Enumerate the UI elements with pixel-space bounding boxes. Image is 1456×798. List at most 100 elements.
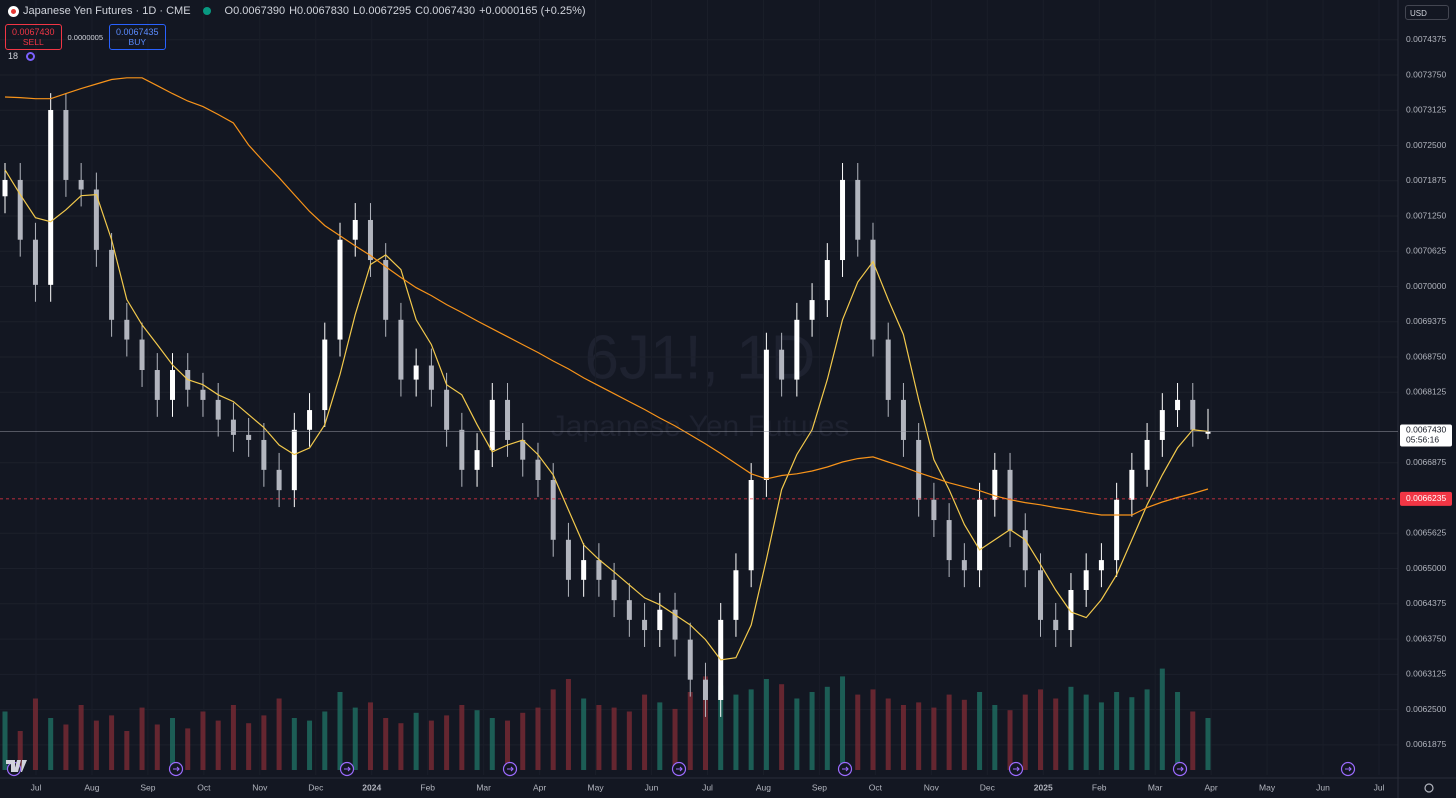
candle-body (961, 560, 967, 571)
sell-price: 0.0067430 (12, 27, 55, 37)
sell-label: SELL (22, 37, 44, 47)
volume-bar (840, 676, 846, 770)
volume-bar (1175, 692, 1181, 770)
volume-bar (367, 702, 373, 770)
x-tick-label: Mar (1148, 782, 1163, 792)
x-tick-label: Apr (533, 782, 546, 792)
volume-bar (307, 720, 313, 770)
x-tick-label: Nov (924, 782, 940, 792)
ohlc-key: L (353, 5, 360, 17)
volume-bar (733, 694, 739, 770)
x-tick-label: Nov (252, 782, 268, 792)
volume-bar (702, 676, 708, 770)
ohlc-key: C (415, 5, 424, 17)
candle-body (307, 410, 313, 430)
volume-bar (1159, 668, 1165, 770)
volume-bar (246, 723, 252, 770)
buy-button[interactable]: 0.0067435 BUY (109, 24, 166, 50)
candle-body (459, 429, 465, 470)
event-marker[interactable] (837, 761, 853, 777)
event-marker[interactable] (502, 761, 518, 777)
candle-body (520, 439, 526, 460)
y-tick-label: 0.0071250 (1406, 210, 1446, 220)
event-marker-arrow (344, 766, 351, 772)
y-tick-label: 0.0068750 (1406, 351, 1446, 361)
candle-body (702, 679, 708, 700)
candle-body (1022, 530, 1028, 571)
event-marker[interactable] (339, 761, 355, 777)
flag-icon (8, 5, 19, 17)
event-marker[interactable] (1340, 761, 1356, 777)
candle-body (900, 399, 906, 440)
alert-label: 0.0066235 (1406, 493, 1446, 503)
candle-body (885, 339, 891, 400)
indicators-toggle[interactable]: 18 (8, 51, 36, 61)
y-tick-label: 0.0071875 (1406, 175, 1446, 185)
x-tick-label: Jul (31, 782, 42, 792)
candle-body (840, 179, 846, 261)
event-marker[interactable] (1172, 761, 1188, 777)
candle-body (642, 619, 648, 631)
candle-body (1114, 499, 1120, 561)
volume-bar (291, 718, 297, 770)
volume-bar (383, 718, 389, 770)
volume-bar (78, 705, 84, 770)
candle-body (505, 399, 511, 440)
ohlc-values: O0.0067390 H0.0067830 L0.0067295 C0.0067430 (221, 5, 476, 17)
volume-bar (657, 702, 663, 770)
volume-bar (626, 711, 632, 770)
settings-icon[interactable] (1424, 783, 1434, 793)
volume-bar (32, 698, 38, 770)
x-tick-label: Dec (980, 782, 996, 792)
x-tick-label: Aug (756, 782, 771, 792)
candle-body (1205, 431, 1211, 434)
y-tick-label: 0.0074375 (1406, 34, 1446, 44)
volume-bar (687, 692, 693, 770)
event-marker[interactable] (1008, 761, 1024, 777)
volume-bar (428, 720, 434, 770)
candle-body (17, 179, 23, 240)
volume-bar (63, 724, 69, 770)
volume-bar (154, 724, 160, 770)
spread: 0.0000005 (67, 32, 103, 42)
volume-bar (900, 705, 906, 770)
volume-bar (261, 715, 267, 770)
candle-body (977, 499, 983, 571)
y-tick-label: 0.0068125 (1406, 387, 1446, 397)
x-tick-label: Dec (308, 782, 324, 792)
volume-bar (763, 679, 769, 770)
ohlc-value: 0.0067830 (297, 5, 350, 17)
candle-body (1037, 570, 1043, 620)
volume-bar (215, 720, 221, 770)
volume-bar (596, 705, 602, 770)
candle-body (779, 349, 785, 380)
candle-body (93, 189, 99, 250)
candle-body (1098, 560, 1104, 571)
sell-button[interactable]: 0.0067430 SELL (5, 24, 62, 50)
volume-bar (109, 715, 115, 770)
volume-bar (1114, 692, 1120, 770)
volume-bar (794, 698, 800, 770)
volume-bar (931, 707, 937, 770)
x-tick-label: Oct (869, 782, 883, 792)
y-tick-label: 0.0063125 (1406, 669, 1446, 679)
event-marker[interactable] (168, 761, 184, 777)
x-tick-label: Oct (197, 782, 211, 792)
volume-bar (992, 705, 998, 770)
candle-body (32, 239, 38, 285)
volume-bar (1098, 702, 1104, 770)
volume-bar (322, 711, 328, 770)
volume-bar (489, 718, 495, 770)
tv-logo (6, 760, 27, 772)
symbol-title[interactable]: Japanese Yen Futures · 1D · CME (23, 5, 191, 17)
event-marker[interactable] (671, 761, 687, 777)
candle-body (1068, 589, 1074, 631)
currency-button[interactable]: USD (1405, 5, 1449, 20)
candle-body (1053, 619, 1059, 631)
ohlc-key: O (224, 5, 234, 17)
candle-body (1129, 469, 1135, 500)
buy-label: BUY (128, 37, 147, 47)
volume-bar (809, 692, 815, 770)
candle-body (565, 539, 571, 580)
volume-bar (124, 731, 130, 770)
